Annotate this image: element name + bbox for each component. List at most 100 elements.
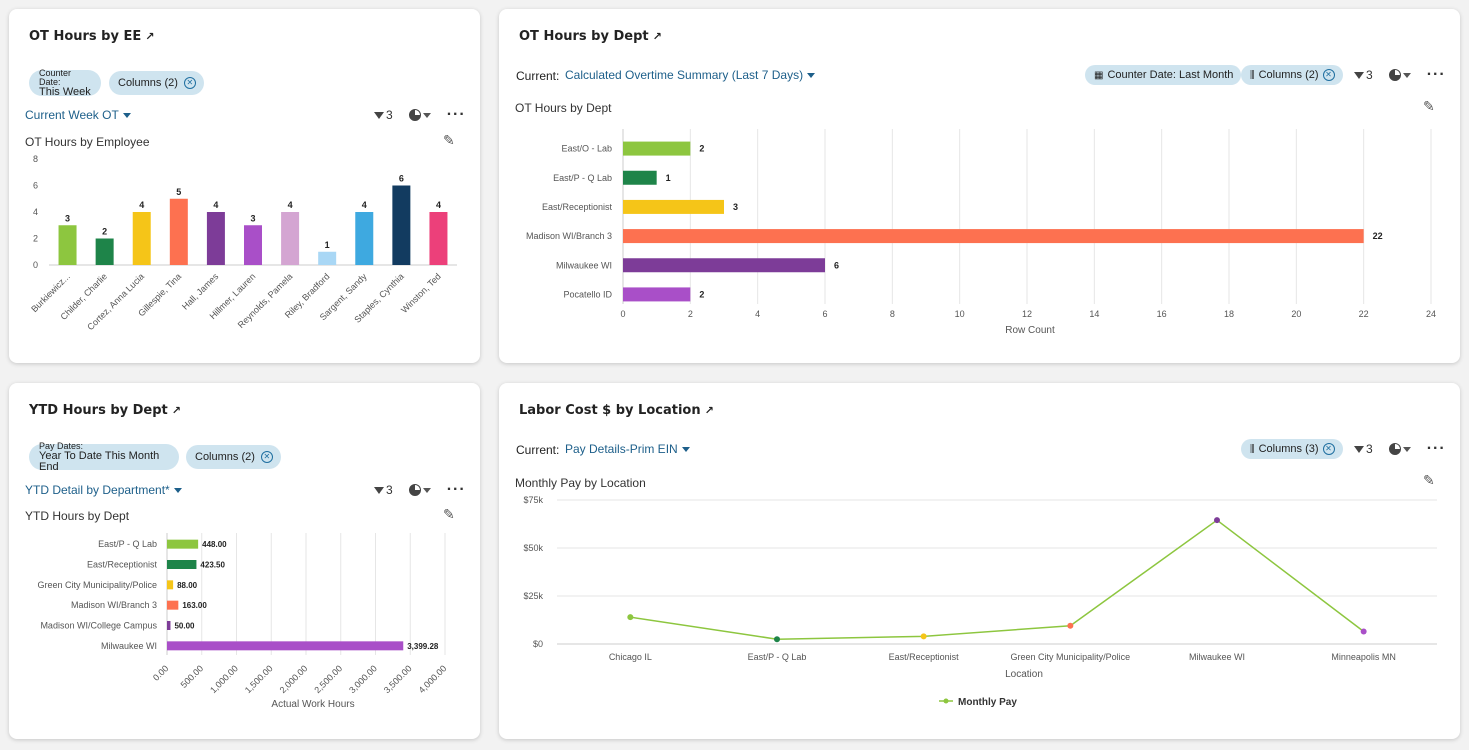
chart-type-button[interactable] [1388,69,1411,81]
x-tick-label: 4,000.00 [417,663,449,695]
y-tick-label: East/P - Q Lab [553,173,612,183]
bar [623,199,724,214]
filter-button[interactable]: 3 [1354,442,1373,456]
data-label: 4 [362,200,367,210]
more-options-icon[interactable]: ··· [1426,440,1446,457]
filter-icon [374,111,384,119]
more-options-icon[interactable]: ··· [446,481,466,498]
filter-icon [1354,71,1364,79]
edit-icon[interactable]: ✎ [1423,472,1435,488]
card-title-text: OT Hours by Dept [519,29,649,44]
data-label: 3,399.28 [407,642,439,651]
edit-icon[interactable]: ✎ [1423,98,1435,114]
data-label: 3 [65,213,70,223]
close-icon[interactable]: ✕ [1322,69,1335,81]
chevron-down-icon [422,112,431,118]
y-tick-label: Madison WI/Branch 3 [71,600,157,610]
view-name: YTD Detail by Department* [25,483,170,497]
chart-type-button[interactable] [1388,443,1411,455]
data-label: 3 [250,213,255,223]
close-icon[interactable]: ✕ [260,451,273,463]
view-selector[interactable]: Pay Details-Prim EIN [565,442,690,456]
x-tick-label: East/Receptionist [889,652,960,662]
data-label: 4 [288,200,293,210]
data-label: 3 [733,202,738,212]
columns-icon: ⫼ [1250,443,1255,455]
filter-chip-pay-dates[interactable]: Pay Dates: Year To Date This Month End [29,441,179,472]
bar [95,238,114,265]
card-title-ytd-hours-by-dept[interactable]: YTD Hours by Dept ↗ [29,403,181,418]
series-line [630,519,1365,640]
filter-chip-counter-date[interactable]: Counter Date: This Week [29,68,101,97]
toolbar: 3 ··· [374,106,466,123]
bar [623,258,825,273]
y-tick-label: $75k [523,495,543,505]
toolbar: 3 ··· [374,481,466,498]
columns-chip[interactable]: ⫼ Columns (3) ✕ [1241,439,1343,459]
filter-button[interactable]: 3 [374,483,393,497]
counter-date-chip[interactable]: ▦ Counter Date: Last Month [1085,65,1242,85]
x-tick-label: 20 [1291,309,1301,319]
data-label: 2 [699,144,704,154]
filter-button[interactable]: 3 [1354,68,1373,82]
data-label: 2 [699,289,704,299]
more-options-icon[interactable]: ··· [446,106,466,123]
chevron-down-icon [681,446,690,452]
x-tick-label: East/P - Q Lab [748,652,807,662]
card-title-ot-hours-by-dept[interactable]: OT Hours by Dept ↗ [519,29,662,44]
external-link-icon: ↗ [145,30,155,43]
view-selector[interactable]: Calculated Overtime Summary (Last 7 Days… [565,68,816,82]
view-name: Pay Details-Prim EIN [565,442,678,456]
chip-columns-label: Columns (3) [1258,443,1319,455]
edit-icon[interactable]: ✎ [443,506,455,522]
toolbar: 3 ··· [1354,66,1446,83]
x-tick-label: Green City Municipality/Police [1011,652,1131,662]
bar [167,580,174,590]
close-icon[interactable]: ✕ [183,77,196,89]
card-title-labor-cost[interactable]: Labor Cost $ by Location ↗ [519,403,714,418]
x-axis-title: Actual Work Hours [271,699,354,710]
chip-columns-label: Columns (2) [118,77,178,89]
chart-type-button[interactable] [408,109,431,121]
card-title-ot-hours-by-ee[interactable]: OT Hours by EE ↗ [29,29,154,44]
y-tick-label: Madison WI/College Campus [40,621,157,631]
y-tick-label: East/P - Q Lab [98,539,157,549]
external-link-icon: ↗ [171,404,181,417]
close-icon[interactable]: ✕ [1322,443,1335,455]
x-tick-label: 10 [955,309,965,319]
more-options-icon[interactable]: ··· [1426,66,1446,83]
data-label: 1 [325,240,330,250]
x-tick-label: Winston, Ted [399,271,443,315]
bar [429,212,448,265]
pie-chart-icon [1388,69,1401,81]
columns-chip[interactable]: ⫼ Columns (2) ✕ [1241,65,1343,85]
view-selector[interactable]: Current Week OT [25,108,131,122]
x-tick-label: 500.00 [179,663,206,690]
view-selector[interactable]: YTD Detail by Department* [25,483,182,497]
data-label: 4 [213,200,218,210]
chevron-down-icon [422,487,431,493]
x-tick-label: Minneapolis MN [1331,652,1396,662]
data-label: 22 [1373,231,1383,241]
bar [623,141,691,156]
chevron-down-icon [1402,72,1411,78]
chart-type-button[interactable] [408,484,431,496]
columns-chip[interactable]: Columns (2) ✕ [186,445,281,469]
bar [623,170,657,185]
chevron-down-icon [122,112,131,118]
bar [281,212,300,265]
filter-button[interactable]: 3 [374,108,393,122]
bar [623,229,1364,244]
current-label: Current: [516,443,560,457]
y-tick-label: East/Receptionist [87,560,158,570]
edit-icon[interactable]: ✎ [443,132,455,148]
toolbar: 3 ··· [1354,440,1446,457]
legend-label: Monthly Pay [958,697,1017,708]
current-label: Current: [516,69,560,83]
bar [132,212,151,265]
filter-icon [374,486,384,494]
y-tick-label: $50k [523,543,543,553]
chart-title: OT Hours by Dept [515,101,612,115]
data-label: 4 [139,200,144,210]
columns-chip[interactable]: Columns (2) ✕ [109,71,204,95]
